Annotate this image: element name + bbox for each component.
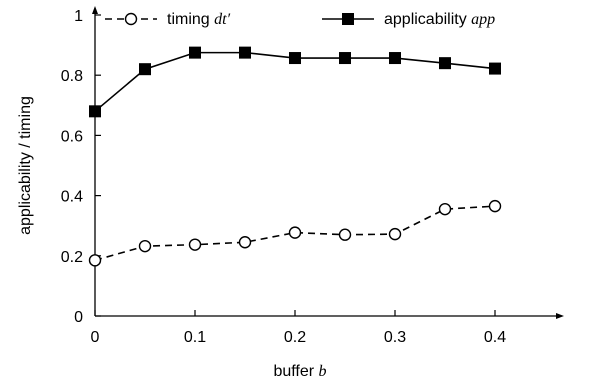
legend-label-text: applicability — [384, 11, 471, 28]
data-point-timing — [388, 227, 402, 241]
x-axis-title-text: buffer — [273, 363, 318, 380]
data-point-applicability — [289, 52, 301, 65]
data-point-applicability — [239, 46, 251, 59]
series-layer — [88, 46, 502, 267]
axes — [92, 6, 564, 319]
series-line-timing — [94, 205, 496, 262]
x-tick-label: 0 — [91, 329, 100, 346]
series-timing — [88, 199, 502, 267]
data-point-timing — [88, 254, 102, 267]
data-point-applicability — [339, 52, 351, 65]
legend-marker — [124, 12, 138, 26]
legend-label: timing dt′ — [167, 11, 231, 28]
data-point-timing — [238, 236, 252, 249]
legend-label-var: dt′ — [214, 11, 230, 28]
y-tick-label: 0 — [74, 309, 83, 326]
legend-label-var: app — [471, 11, 495, 28]
data-point-timing — [488, 199, 502, 213]
y-ticks: 0 0.2 0.4 0.6 0.8 1 — [61, 8, 101, 326]
data-point-timing — [138, 239, 152, 253]
y-axis-arrow — [92, 6, 98, 14]
legend-label: applicability app — [384, 11, 495, 28]
x-tick-label: 0.1 — [184, 329, 206, 346]
legend-label-text: timing — [167, 11, 214, 28]
legend-item-applicability: applicability app — [322, 11, 495, 28]
data-point-timing — [288, 226, 302, 239]
legend-marker — [342, 13, 354, 25]
data-point-timing — [188, 238, 202, 251]
series-applicability — [89, 46, 501, 118]
data-point-applicability — [389, 52, 401, 65]
legend-item-timing: timing dt′ — [105, 11, 231, 28]
x-axis-title: buffer b — [273, 363, 326, 380]
x-ticks: 0 0.1 0.2 0.3 0.4 — [91, 310, 506, 346]
data-point-applicability — [489, 62, 501, 75]
x-axis-title-var: b — [319, 363, 327, 380]
x-tick-label: 0.4 — [484, 329, 506, 346]
data-point-applicability — [89, 105, 101, 118]
data-point-applicability — [439, 57, 451, 70]
x-tick-label: 0.3 — [384, 329, 406, 346]
legend: timing dt′ applicability app — [105, 11, 495, 28]
data-point-timing — [338, 228, 352, 241]
y-tick-label: 0.6 — [61, 128, 83, 145]
y-tick-label: 1 — [74, 8, 83, 25]
data-point-applicability — [139, 63, 151, 76]
y-tick-label: 0.2 — [61, 249, 83, 266]
y-axis-title: applicability / timing — [17, 96, 34, 235]
data-point-timing — [438, 202, 452, 216]
y-tick-label: 0.4 — [61, 189, 83, 206]
y-tick-label: 0.8 — [61, 68, 83, 85]
data-point-applicability — [189, 46, 201, 59]
x-axis-arrow — [556, 313, 564, 319]
x-tick-label: 0.2 — [284, 329, 306, 346]
